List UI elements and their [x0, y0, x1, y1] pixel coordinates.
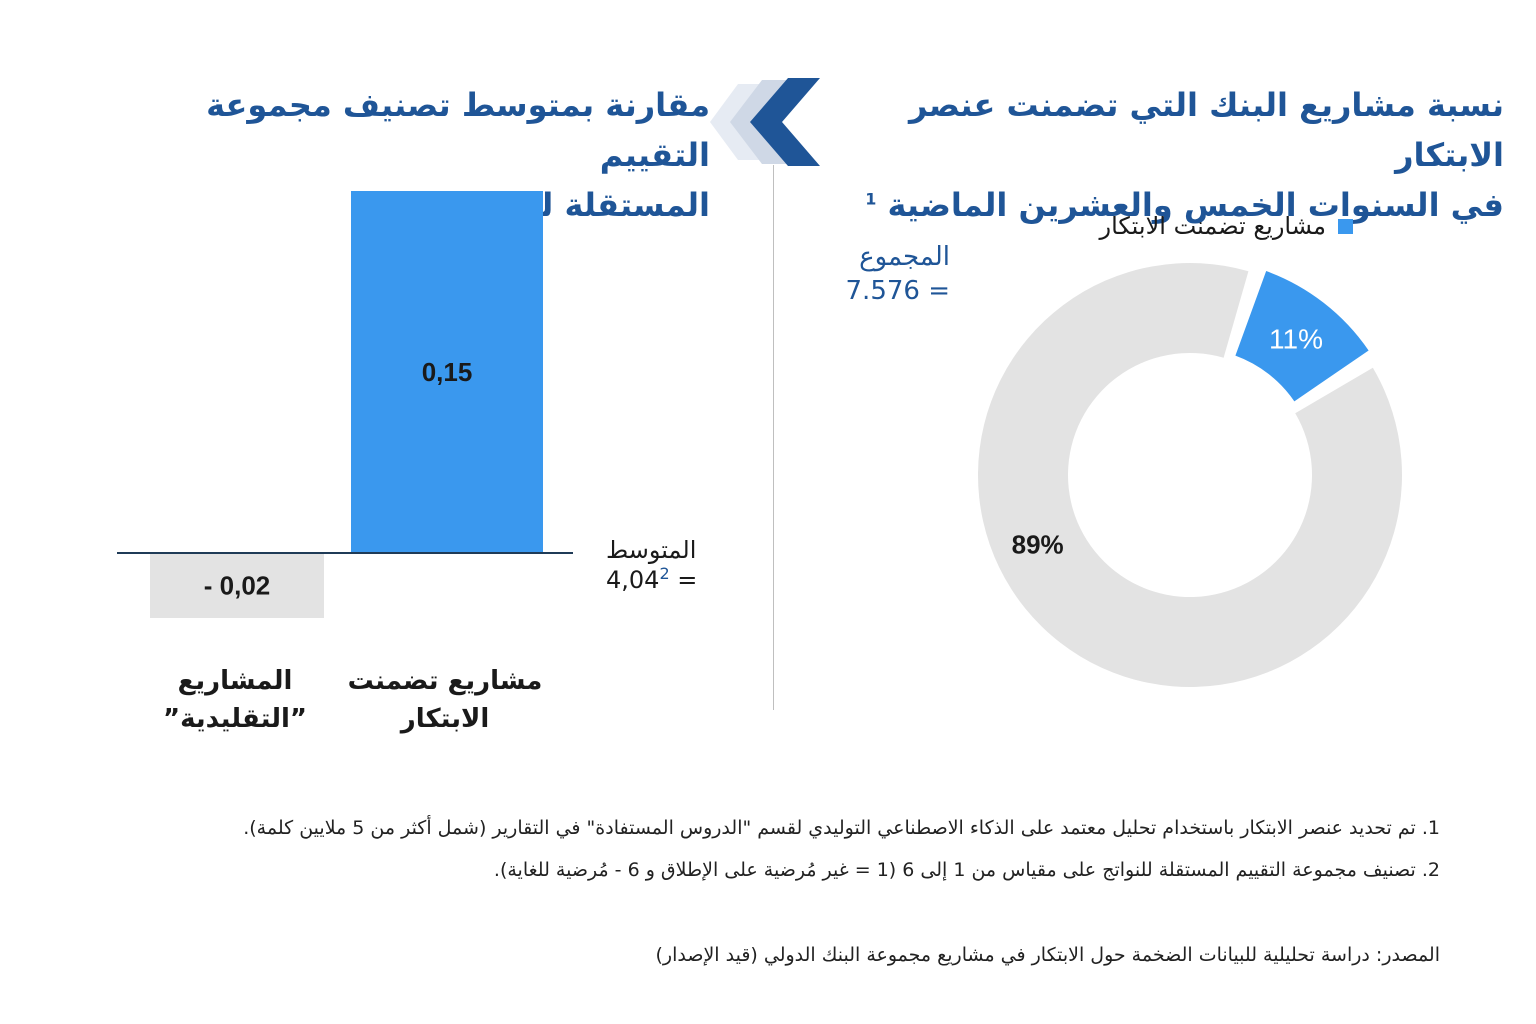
category-innovation-line2: الابتكار: [400, 704, 490, 734]
bar-title-line1: مقارنة بمتوسط تصنيف مجموعة التقييم: [206, 86, 710, 174]
bar-innovation: [351, 191, 543, 553]
category-label-innovation: مشاريع تضمنت الابتكار: [330, 662, 560, 738]
average-value: 4,042 =: [606, 565, 697, 595]
donut-title-line1: نسبة مشاريع البنك التي تضمنت عنصر الابتك…: [908, 86, 1504, 174]
bar-value-label-traditional: - 0,02: [204, 571, 271, 601]
donut-label-other: 89%: [1012, 529, 1064, 559]
footnote-1: 1. تم تحديد عنصر الابتكار باستخدام تحليل…: [243, 817, 1440, 839]
donut-title-line2-text: في السنوات الخمس والعشرين الماضية: [887, 186, 1504, 224]
donut-legend: مشاريع تضمنت الابتكار: [1099, 208, 1353, 244]
donut-slice-innovation: [1235, 271, 1369, 402]
legend-label: مشاريع تضمنت الابتكار: [1099, 212, 1327, 240]
donut-title-line2: في السنوات الخمس والعشرين الماضية 1: [814, 180, 1504, 230]
donut-slice-other: [978, 262, 1402, 687]
bar-traditional: [150, 553, 324, 618]
average-number: 4,04: [606, 566, 660, 594]
average-label: المتوسط: [606, 536, 697, 564]
vertical-divider: [773, 165, 774, 710]
average-eq-sign: =: [677, 566, 698, 594]
total-label: المجموع: [859, 242, 950, 272]
donut-label-innovation: 11%: [1269, 323, 1323, 354]
category-innovation-line1: مشاريع تضمنت: [347, 666, 543, 696]
total-value: 7.576 =: [845, 276, 950, 306]
footnote-marker-1: 1: [865, 189, 877, 209]
legend-swatch: [1338, 218, 1353, 234]
category-label-traditional: المشاريع ”التقليدية”: [130, 662, 340, 738]
chevron-dark-shape: [750, 78, 820, 166]
category-traditional-line1: المشاريع: [177, 666, 293, 696]
bar-chart-title: مقارنة بمتوسط تصنيف مجموعة التقييم المست…: [110, 80, 710, 230]
donut-chart-title: نسبة مشاريع البنك التي تضمنت عنصر الابتك…: [814, 80, 1504, 230]
footnote-2: 2. تصنيف مجموعة التقييم المستقلة للنواتج…: [493, 859, 1440, 881]
bar-chart: 0,15 - 0,02: [117, 191, 573, 618]
category-traditional-line2: ”التقليدية”: [163, 704, 307, 734]
donut-chart: 11% 89%: [978, 262, 1402, 687]
footnote-marker-2: 2: [659, 564, 670, 583]
bar-value-label-innovation: 0,15: [422, 357, 473, 387]
source-note: المصدر: دراسة تحليلية للبيانات الضخمة حو…: [655, 944, 1441, 966]
donut-total: المجموع 7.576 =: [820, 240, 950, 308]
chevron-left-icon: [710, 78, 820, 166]
